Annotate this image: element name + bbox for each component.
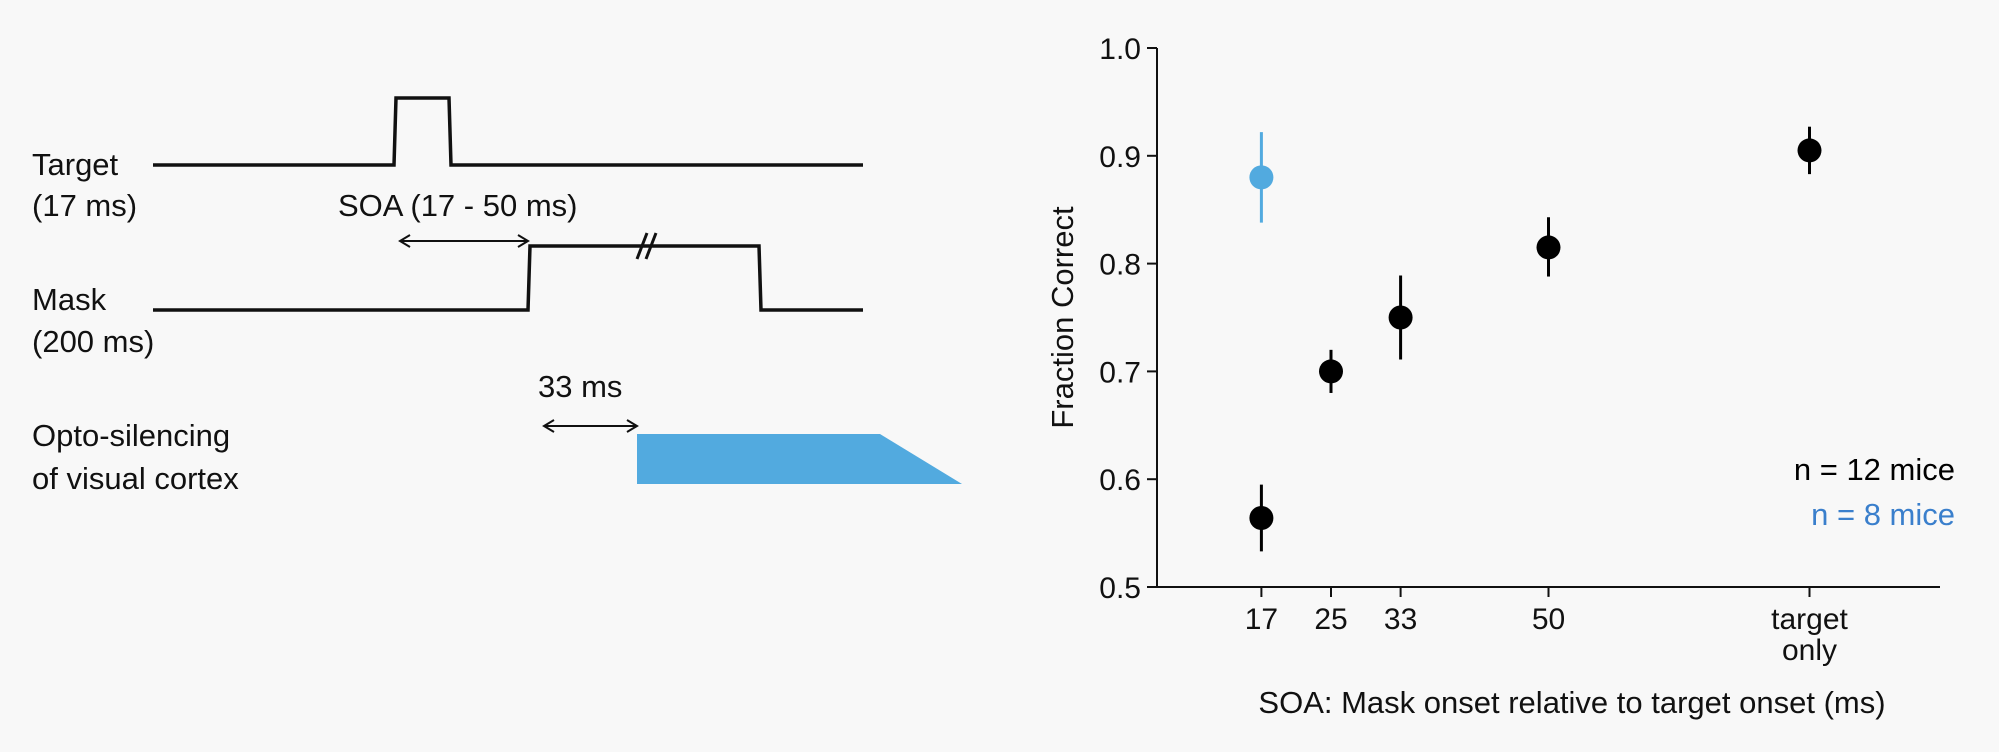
data-point <box>1249 506 1274 531</box>
y-tick-label: 0.8 <box>1099 249 1141 282</box>
legend-entry: n = 12 mice <box>1794 452 1955 487</box>
y-tick-label: 0.9 <box>1099 141 1141 174</box>
legend: n = 12 mice n = 8 mice <box>1794 452 1955 532</box>
soa-arrow <box>398 234 530 248</box>
target-label: Target <box>32 147 119 182</box>
x-tick-label: only <box>1782 634 1837 667</box>
time-break-mark <box>635 232 658 260</box>
y-tick-label: 0.6 <box>1099 464 1141 497</box>
trial-schematic: Target (17 ms) SOA (17 - 50 ms) Mask (20… <box>32 96 962 496</box>
data-point <box>1249 165 1274 190</box>
data-point <box>1536 235 1561 260</box>
x-tick-label: 25 <box>1314 603 1347 636</box>
mask-duration-label: (200 ms) <box>32 324 154 359</box>
y-axis-ticks: 0.5 0.6 0.7 0.8 0.9 1.0 <box>1099 33 1157 605</box>
data-points <box>1249 126 1822 552</box>
x-tick-label: 33 <box>1384 603 1417 636</box>
y-axis-label: Fraction Correct <box>1045 206 1080 429</box>
data-point <box>1319 359 1343 384</box>
legend-entry: n = 8 mice <box>1811 497 1955 532</box>
opto-label-line2: of visual cortex <box>32 461 239 496</box>
target-trace <box>153 96 863 167</box>
mask-trace <box>153 244 863 312</box>
soa-label: SOA (17 - 50 ms) <box>338 188 577 223</box>
y-tick-label: 0.7 <box>1099 356 1141 389</box>
x-tick-label: target <box>1771 603 1848 636</box>
opto-label-line1: Opto-silencing <box>32 418 230 453</box>
delay-label: 33 ms <box>538 369 622 404</box>
data-point <box>1388 305 1413 330</box>
delay-arrow <box>542 419 639 433</box>
x-tick-label: 17 <box>1245 603 1278 636</box>
mask-label: Mask <box>32 282 107 317</box>
data-point <box>1797 138 1822 163</box>
y-tick-label: 0.5 <box>1099 572 1141 605</box>
x-tick-label: 50 <box>1532 603 1565 636</box>
target-duration-label: (17 ms) <box>32 188 137 223</box>
x-axis-label: SOA: Mask onset relative to target onset… <box>1258 685 1885 720</box>
opto-silencing-bar <box>637 434 962 484</box>
y-tick-label: 1.0 <box>1099 33 1141 66</box>
